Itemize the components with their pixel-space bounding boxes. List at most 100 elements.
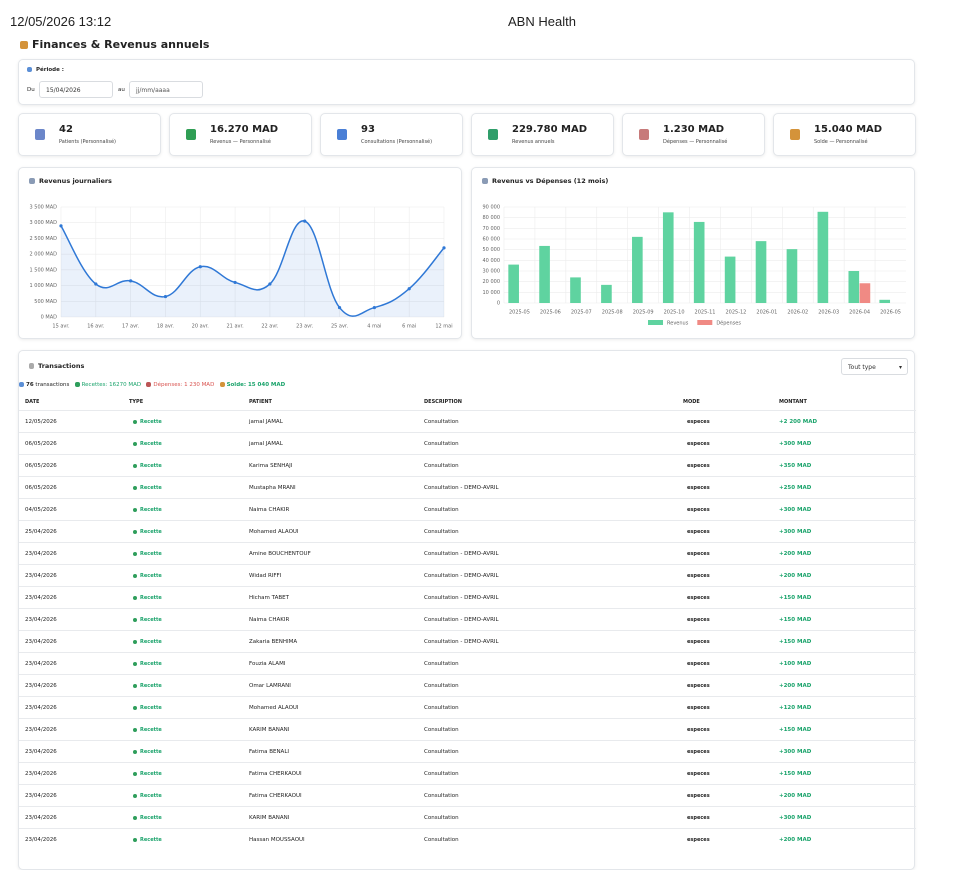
cell: +150 MAD [779, 771, 812, 777]
table-row: 04/05/2026 Recette Naima CHAKIR Consultatio… [19, 498, 916, 521]
type-badge: Recette [133, 499, 162, 521]
x-tick-label: 2025-12 [725, 310, 746, 316]
x-tick-label: 2026-05 [880, 310, 901, 316]
legend-label: Revenus [667, 321, 689, 327]
cell: especes [687, 661, 710, 667]
badge-icon [133, 771, 137, 776]
type: Recette [140, 485, 162, 491]
cell: +300 MAD [779, 815, 812, 821]
bar-chart: 0 10 000 20 000 30 000 40 000 50 000 60 000 70 … [483, 205, 906, 327]
cell: jamal JAMAL [249, 419, 283, 425]
kpi-card: 93 Consultations (Personnalisé) [320, 113, 463, 156]
cell: Hicham TABET [249, 595, 289, 601]
cell: Consultation [424, 661, 459, 667]
x-tick-label: 4 mai [367, 324, 381, 330]
table-row: 23/04/2026 Recette Fatima CHERKAOUI Consult… [19, 784, 916, 807]
type: Recette [140, 617, 162, 623]
x-tick-label: 20 avr. [192, 324, 210, 330]
cell: +2 200 MAD [779, 419, 818, 425]
type: Recette [140, 551, 162, 557]
type: Recette [140, 727, 162, 733]
type-badge: Recette [133, 411, 162, 433]
kpi-card: 42 Patients (Personnalisé) [18, 113, 161, 156]
table-row: 06/05/2026 Recette Karima SENHAJI Consultat… [19, 454, 916, 477]
cell: Consultation [424, 793, 459, 799]
legend-swatch [697, 320, 713, 325]
date-from[interactable]: 15/04/2026 [39, 81, 113, 98]
type-badge: Recette [133, 719, 162, 741]
legend-swatch [648, 320, 663, 325]
badge-icon [133, 749, 137, 754]
x-tick-label: 2025-08 [602, 310, 623, 316]
cell: +350 MAD [779, 463, 812, 469]
cell: especes [687, 639, 710, 645]
badge-icon [133, 683, 137, 688]
cell: especes [687, 793, 710, 799]
table-row: 06/05/2026 Recette Mustapha MRANI Consultat… [19, 476, 916, 499]
count: 76 [26, 382, 34, 388]
x-tick-label: 21 avr. [227, 324, 245, 330]
type: Recette [140, 705, 162, 711]
cell: 23/04/2026 [25, 595, 57, 601]
cell: 23/04/2026 [25, 749, 57, 755]
type: Recette [140, 595, 162, 601]
type-filter[interactable]: Tout type ▾ [841, 358, 908, 375]
chart-title: Revenus journaliers [39, 177, 112, 185]
cell: especes [687, 485, 710, 491]
cell: Consultation [424, 463, 459, 469]
summary: 76 transactions Recettes: 16270 MAD Dépe… [19, 382, 285, 388]
kpi-icon [35, 129, 45, 140]
badge-icon [133, 485, 137, 490]
table-row: 23/04/2026 Recette Fatima BENALI Consultati… [19, 740, 916, 763]
point [233, 280, 237, 285]
y-tick-label: 3 500 MAD [30, 205, 58, 211]
type-badge: Recette [133, 543, 162, 565]
to-label: au [118, 87, 125, 93]
cell: 23/04/2026 [25, 639, 57, 645]
badge-icon [133, 815, 137, 820]
bar-card: Revenus vs Dépenses (12 mois) 0 10 000 20 … [471, 167, 915, 339]
cell: +200 MAD [779, 793, 812, 799]
kpi-card: 16.270 MAD Revenus — Personnalisé [169, 113, 312, 156]
cell: 06/05/2026 [25, 441, 57, 447]
solde: Solde: 15 040 MAD [226, 382, 286, 388]
cell: +150 MAD [779, 639, 812, 645]
x-tick-label: 17 avr. [122, 324, 140, 330]
cell: +300 MAD [779, 529, 812, 535]
type-badge: Recette [133, 741, 162, 763]
cell: Consultation - DEMO-AVRIL [424, 639, 499, 645]
depenses: Dépenses: 1 230 MAD [153, 382, 215, 388]
area [61, 220, 444, 317]
cell: +150 MAD [779, 727, 812, 733]
point [337, 305, 342, 310]
bar [755, 241, 767, 303]
cell: especes [687, 837, 710, 843]
line-card: Revenus journaliers 0 MAD 500 MAD 1 000 MA… [18, 167, 462, 339]
bar [570, 277, 581, 303]
x-tick-label: 6 mai [402, 324, 416, 330]
cell: +200 MAD [779, 683, 812, 689]
kpi-value: 15.040 MAD [814, 124, 883, 135]
badge-icon [133, 529, 137, 534]
x-tick-label: 18 avr. [157, 324, 175, 330]
badge-icon [133, 573, 137, 578]
type-badge: Recette [133, 455, 162, 477]
cell: +200 MAD [779, 573, 812, 579]
cell: especes [687, 463, 710, 469]
kpi-icon [790, 129, 800, 140]
cell: 23/04/2026 [25, 727, 57, 733]
cell: +200 MAD [779, 837, 812, 843]
y-tick-label: 70 000 [483, 226, 501, 232]
cell: Consultation [424, 683, 459, 689]
cell: 12/05/2026 [25, 419, 57, 425]
x-tick-label: 2026-03 [818, 310, 839, 316]
date-to[interactable]: jj/mm/aaaa [129, 81, 203, 98]
x-tick-label: 2026-02 [787, 310, 808, 316]
x-tick-label: 23 avr. [296, 324, 314, 330]
type: Recette [140, 661, 162, 667]
kpi-value: 42 [59, 124, 73, 135]
cell: 04/05/2026 [25, 507, 57, 513]
type-badge: Recette [133, 609, 162, 631]
table-row: 12/05/2026 Recette jamal JAMAL Consultation… [19, 410, 916, 433]
cell: Mustapha MRANI [249, 485, 296, 491]
